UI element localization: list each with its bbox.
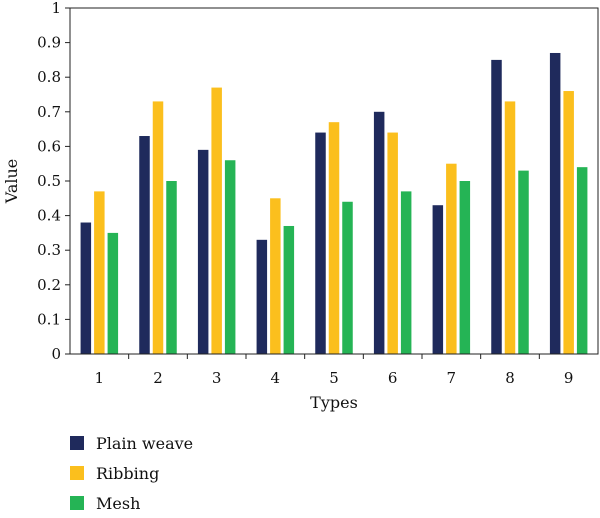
x-tick-label: 3	[212, 369, 222, 387]
bar-plain-weave-3	[197, 149, 209, 354]
y-tick-label: 0.5	[37, 172, 61, 190]
x-axis-title: Types	[310, 393, 358, 412]
bar-mesh-8	[518, 170, 529, 354]
y-tick-label: 0.9	[37, 34, 61, 52]
bar-ribbing-8	[504, 101, 516, 354]
x-tick-label: 7	[447, 369, 457, 387]
x-tick-label: 8	[505, 369, 515, 387]
plot-frame	[69, 7, 599, 355]
bar-plain-weave-1	[80, 222, 92, 354]
legend-label: Ribbing	[96, 463, 160, 483]
y-tick-label: 0.3	[37, 241, 61, 259]
legend-item-ribbing: Ribbing	[70, 458, 193, 488]
bar-plain-weave-5	[315, 132, 326, 354]
x-tick-label: 1	[95, 369, 105, 387]
x-tick-label: 4	[271, 369, 281, 387]
legend-item-mesh: Mesh	[70, 488, 193, 518]
bar-ribbing-1	[94, 191, 105, 354]
y-tick-label: 0.4	[37, 207, 61, 225]
bar-plain-weave-4	[256, 239, 268, 354]
legend-label: Plain weave	[96, 433, 194, 453]
y-tick-label: 0.6	[37, 137, 61, 155]
legend-swatch	[70, 496, 84, 510]
x-tick-label: 9	[564, 369, 574, 387]
bar-plain-weave-7	[432, 205, 444, 354]
bar-ribbing-3	[211, 87, 222, 354]
y-tick-label: 0.2	[37, 276, 61, 294]
bar-plain-weave-9	[549, 52, 561, 354]
x-axis-ticks: 1 2 3 4 5 6 7 8 9	[95, 354, 574, 387]
bar-mesh-9	[576, 167, 588, 354]
bar-plain-weave-8	[491, 59, 502, 355]
y-tick-label: 1	[51, 0, 61, 17]
legend-swatch	[70, 436, 84, 450]
x-tick-label: 2	[153, 369, 163, 387]
bar-ribbing-4	[270, 198, 281, 354]
bar-ribbing-7	[446, 163, 457, 354]
legend-item-plain-weave: Plain weave	[70, 428, 193, 458]
bar-mesh-5	[342, 201, 353, 354]
y-axis-ticks: 0 0.1 0.2 0.3 0.4 0.5 0.6 0.7 0.8 0.9 1	[37, 0, 70, 363]
legend-label: Mesh	[96, 493, 141, 513]
bar-ribbing-9	[563, 91, 574, 354]
bar-mesh-3	[224, 160, 236, 354]
x-tick-label: 6	[388, 369, 398, 387]
bar-mesh-1	[107, 232, 119, 354]
legend-swatch	[70, 466, 84, 480]
bars	[80, 52, 588, 355]
y-tick-label: 0.1	[37, 310, 61, 328]
bar-plain-weave-2	[139, 136, 150, 354]
bar-mesh-2	[166, 181, 177, 354]
bar-mesh-7	[459, 181, 471, 354]
y-tick-label: 0.7	[37, 103, 61, 121]
bar-mesh-4	[283, 225, 295, 354]
bar-plain-weave-6	[373, 111, 385, 354]
y-axis-title: Value	[2, 159, 21, 205]
bar-ribbing-5	[328, 122, 340, 355]
legend: Plain weave Ribbing Mesh	[70, 428, 193, 518]
y-tick-label: 0	[51, 345, 61, 363]
bar-ribbing-6	[387, 132, 398, 354]
x-tick-label: 5	[329, 369, 339, 387]
bar-ribbing-2	[152, 101, 164, 354]
bar-mesh-6	[400, 191, 412, 354]
y-tick-label: 0.8	[37, 68, 61, 86]
